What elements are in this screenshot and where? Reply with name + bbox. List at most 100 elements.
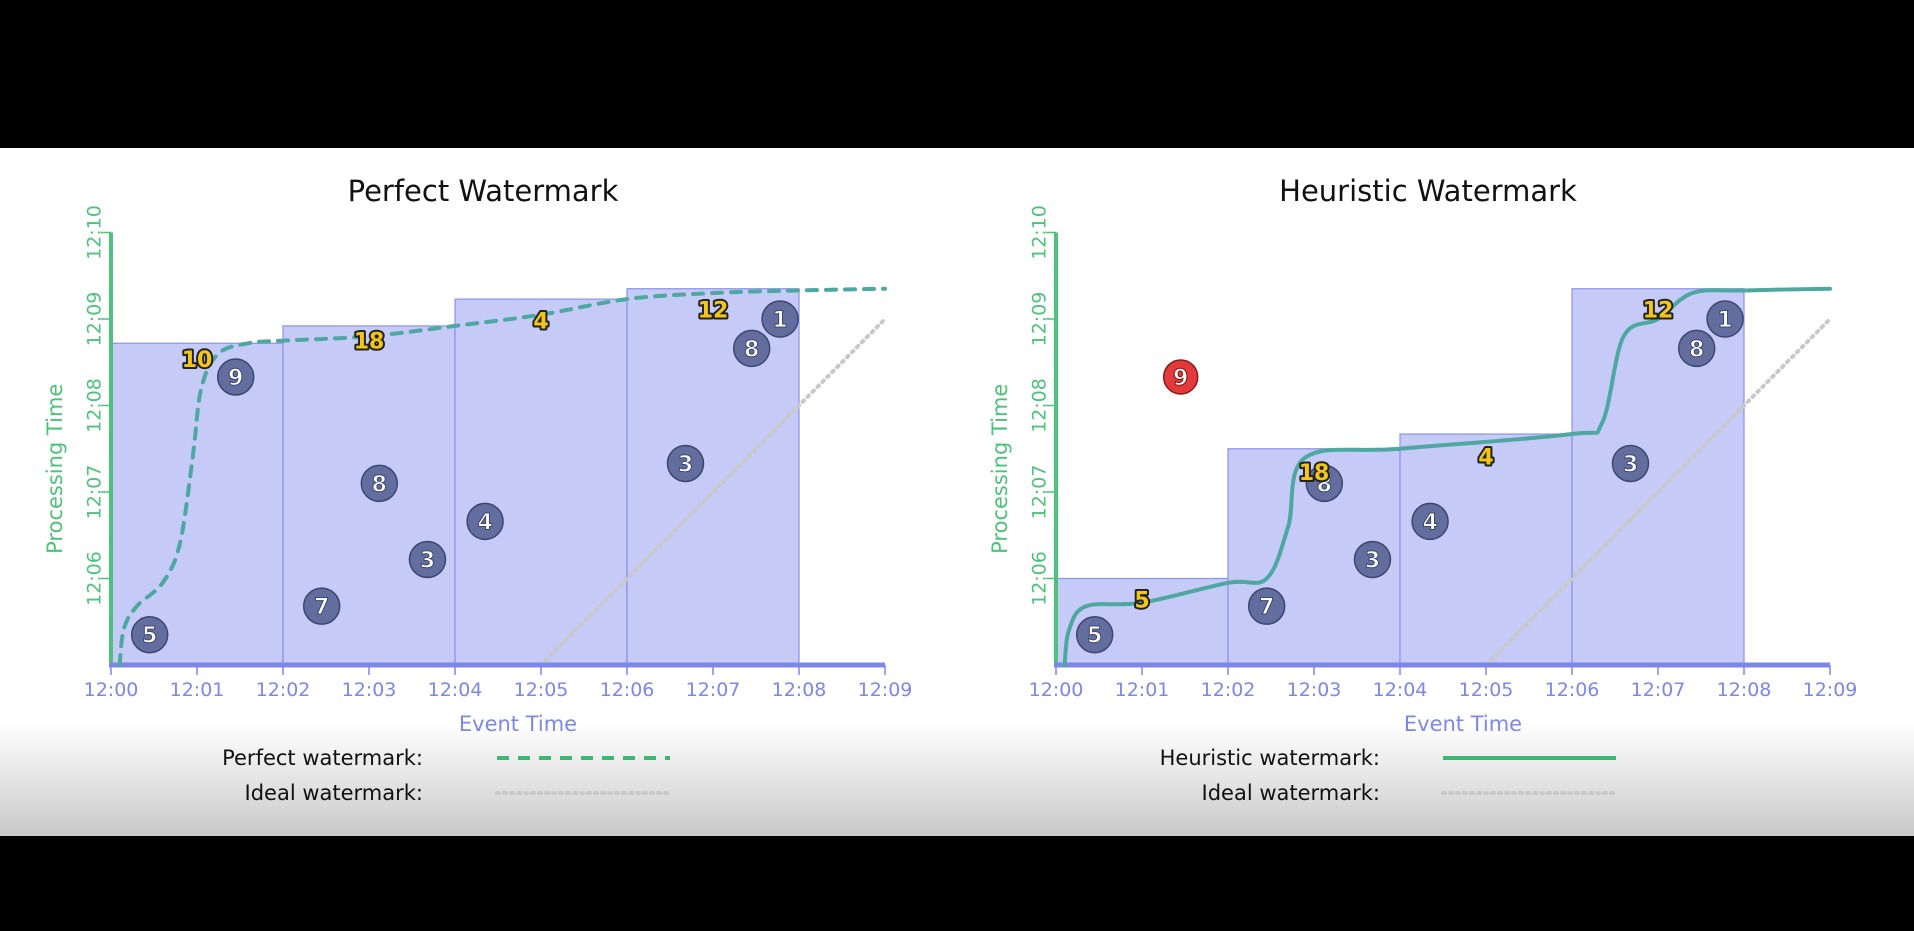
chart-title: Heuristic Watermark <box>1279 174 1577 208</box>
window-pane <box>1571 288 1745 666</box>
slide: 12:00 12:01 12:02 12:03 12:04 12:05 12:06 12:07… <box>0 148 1914 836</box>
x-tick-label: 12:07 <box>1631 679 1686 701</box>
x-tick-label: 12:04 <box>1373 679 1428 701</box>
datum-circle <box>1162 359 1199 395</box>
legend-label: Perfect watermark: <box>222 746 423 770</box>
window-pane <box>1399 433 1573 666</box>
y-tick-label: 12:07 <box>1029 465 1051 520</box>
datum-value: 4 <box>477 510 492 535</box>
datum-value: 3 <box>678 452 693 477</box>
y-tick-label: 12:09 <box>1029 292 1051 347</box>
legend-label: Ideal watermark: <box>1202 781 1380 805</box>
result-value: 18 <box>354 330 385 355</box>
datum: 8 <box>732 329 771 368</box>
y-tick-label: 12:10 <box>1029 205 1051 260</box>
result-value: 10 <box>182 348 213 373</box>
ideal-watermark-line <box>539 317 887 667</box>
datum: 3 <box>1353 540 1392 579</box>
late-datum: 9 <box>1162 359 1199 395</box>
datum-circle <box>732 329 771 368</box>
x-tick-label: 12:05 <box>1459 679 1514 701</box>
datum-value: 5 <box>1087 624 1102 649</box>
y-tick-label: 12:09 <box>84 292 106 347</box>
window-pane <box>454 298 628 666</box>
result-value: 5 <box>1134 588 1149 613</box>
x-tick-label: 12:02 <box>1201 679 1256 701</box>
y-tick-label: 12:07 <box>84 465 106 520</box>
datum: 1 <box>1706 300 1744 338</box>
y-tick-label: 12:08 <box>84 378 106 433</box>
datum-value: 8 <box>1317 472 1332 497</box>
datum: 4 <box>1411 502 1449 541</box>
datum: 8 <box>1677 329 1716 368</box>
window-pane <box>110 342 284 666</box>
datum-circle <box>1677 329 1716 368</box>
chart-title: Perfect Watermark <box>348 174 619 208</box>
ideal-watermark-line <box>1484 317 1832 667</box>
datum: 3 <box>666 444 705 483</box>
x-tick-label: 12:04 <box>428 679 483 701</box>
x-tick-label: 12:01 <box>1115 679 1170 701</box>
perfect-watermark-line <box>117 286 887 667</box>
y-tick-label: 12:08 <box>1029 378 1051 433</box>
watermark-comparison-charts: 12:00 12:01 12:02 12:03 12:04 12:05 12:06 12:07… <box>43 174 1858 805</box>
heuristic-watermark-line <box>1062 286 1832 667</box>
datum: 8 <box>1305 464 1344 503</box>
datum: 5 <box>1075 615 1114 654</box>
result-value: 12 <box>698 298 729 323</box>
y-axis-label: Processing Time <box>988 384 1012 554</box>
datum-circle <box>1247 587 1286 625</box>
x-tick-label: 12:06 <box>600 679 655 701</box>
result-value: 4 <box>533 310 548 335</box>
datum: 4 <box>466 502 504 541</box>
x-axis-label: Event Time <box>1404 712 1522 736</box>
datum-value: 8 <box>372 472 387 497</box>
x-tick-label: 12:08 <box>772 679 827 701</box>
datum-circle <box>1706 300 1744 338</box>
datum-value: 5 <box>142 624 157 649</box>
x-tick-label: 12:03 <box>1287 679 1342 701</box>
datum-value: 3 <box>1365 548 1380 573</box>
datum: 3 <box>1611 444 1650 483</box>
y-tick-label: 12:06 <box>1029 551 1051 606</box>
datum-value: 8 <box>744 337 759 362</box>
x-tick-label: 12:06 <box>1545 679 1600 701</box>
legend-label: Ideal watermark: <box>245 781 423 805</box>
datum-circle <box>408 540 447 579</box>
x-tick-label: 12:09 <box>1803 679 1858 701</box>
datum: 7 <box>1247 587 1286 625</box>
x-tick-label: 12:07 <box>686 679 741 701</box>
result-value: 18 <box>1299 461 1330 486</box>
result-value: 12 <box>1643 298 1674 323</box>
datum: 3 <box>408 540 447 579</box>
datum-value: 1 <box>1717 308 1732 333</box>
datum-circle <box>1075 615 1114 654</box>
result-value: 4 <box>1478 446 1493 471</box>
datum: 8 <box>360 464 399 503</box>
x-tick-label: 12:09 <box>858 679 913 701</box>
y-tick-label: 12:06 <box>84 551 106 606</box>
datum-value: 8 <box>1689 337 1704 362</box>
legend-label: Heuristic watermark: <box>1160 746 1380 770</box>
x-tick-label: 12:08 <box>1717 679 1772 701</box>
x-axis-label: Event Time <box>459 712 577 736</box>
datum-circle <box>130 615 169 654</box>
datum-value: 9 <box>1173 366 1188 391</box>
datum-circle <box>1305 464 1344 503</box>
y-axis-label: Processing Time <box>43 384 67 554</box>
datum: 1 <box>761 300 799 338</box>
datum-value: 7 <box>314 595 329 620</box>
datum-circle <box>216 358 255 396</box>
x-tick-label: 12:00 <box>84 679 139 701</box>
datum-circle <box>1353 540 1392 579</box>
datum-value: 4 <box>1422 510 1437 535</box>
y-tick-label: 12:10 <box>84 205 106 260</box>
datum-value: 7 <box>1259 595 1274 620</box>
datum-value: 3 <box>1623 452 1638 477</box>
x-tick-label: 12:05 <box>514 679 569 701</box>
datum-circle <box>1611 444 1650 483</box>
datum-circle <box>1411 502 1449 541</box>
datum-circle <box>302 587 341 625</box>
window-pane <box>626 288 800 666</box>
datum: 7 <box>302 587 341 625</box>
